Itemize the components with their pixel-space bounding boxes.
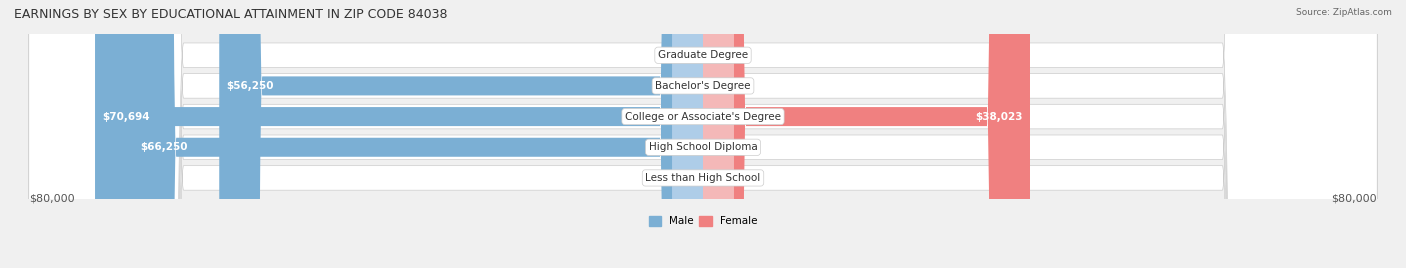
FancyBboxPatch shape (703, 0, 734, 268)
Text: $0: $0 (713, 142, 727, 152)
FancyBboxPatch shape (28, 0, 1378, 268)
FancyBboxPatch shape (28, 0, 1378, 268)
FancyBboxPatch shape (96, 0, 703, 268)
Text: Graduate Degree: Graduate Degree (658, 50, 748, 60)
Text: $38,023: $38,023 (976, 111, 1024, 122)
FancyBboxPatch shape (28, 0, 1378, 268)
FancyBboxPatch shape (703, 0, 1031, 268)
FancyBboxPatch shape (703, 0, 734, 268)
Text: $70,694: $70,694 (101, 111, 149, 122)
Text: $66,250: $66,250 (141, 142, 187, 152)
Text: EARNINGS BY SEX BY EDUCATIONAL ATTAINMENT IN ZIP CODE 84038: EARNINGS BY SEX BY EDUCATIONAL ATTAINMEN… (14, 8, 447, 21)
Text: $0: $0 (713, 173, 727, 183)
FancyBboxPatch shape (134, 0, 703, 268)
Text: $56,250: $56,250 (226, 81, 274, 91)
FancyBboxPatch shape (219, 0, 703, 268)
FancyBboxPatch shape (672, 0, 703, 268)
Text: $80,000: $80,000 (28, 194, 75, 204)
Text: $0: $0 (713, 50, 727, 60)
FancyBboxPatch shape (672, 0, 703, 268)
Text: Less than High School: Less than High School (645, 173, 761, 183)
Text: $0: $0 (713, 81, 727, 91)
Text: Source: ZipAtlas.com: Source: ZipAtlas.com (1296, 8, 1392, 17)
Text: $80,000: $80,000 (1331, 194, 1378, 204)
FancyBboxPatch shape (28, 0, 1378, 268)
Text: $0: $0 (679, 50, 693, 60)
FancyBboxPatch shape (28, 0, 1378, 268)
FancyBboxPatch shape (703, 0, 734, 268)
Text: Bachelor's Degree: Bachelor's Degree (655, 81, 751, 91)
Text: High School Diploma: High School Diploma (648, 142, 758, 152)
Text: College or Associate's Degree: College or Associate's Degree (626, 111, 780, 122)
FancyBboxPatch shape (703, 0, 734, 268)
Text: $0: $0 (679, 173, 693, 183)
Legend: Male, Female: Male, Female (644, 212, 762, 231)
